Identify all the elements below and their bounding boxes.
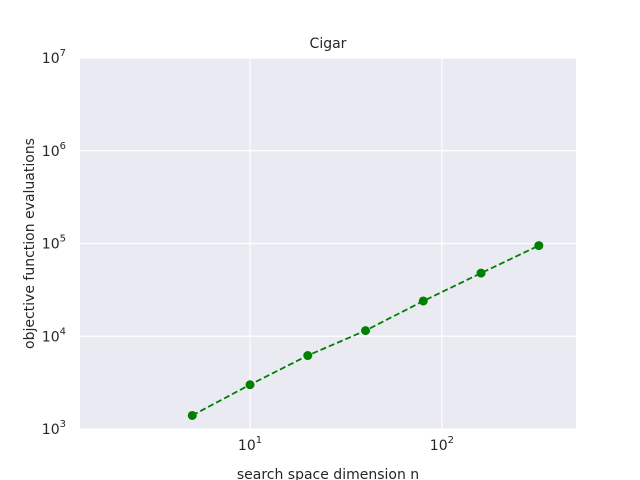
- y-tick-label: 106: [42, 141, 66, 160]
- x-tick-label: 102: [430, 435, 454, 454]
- y-tick-label: 105: [42, 234, 66, 253]
- data-point: [534, 241, 544, 251]
- y-tick-label: 104: [42, 326, 66, 345]
- data-point: [187, 410, 197, 420]
- data-point: [245, 380, 255, 390]
- data-point: [476, 268, 486, 278]
- x-tick-label: 101: [238, 435, 262, 454]
- x-tick-labels: 101 102: [238, 435, 454, 454]
- x-axis-label: search space dimension n: [237, 467, 419, 480]
- series-layer: [187, 241, 544, 420]
- data-point: [418, 296, 428, 306]
- y-tick-label: 107: [42, 48, 66, 67]
- data-point: [361, 326, 371, 336]
- chart-title: Cigar: [310, 36, 347, 52]
- grid: [80, 57, 576, 430]
- data-point: [303, 351, 313, 361]
- y-axis-label: objective function evaluations: [22, 138, 38, 349]
- y-tick-labels: 103 104 105 106 107: [42, 48, 66, 438]
- y-tick-label: 103: [42, 419, 66, 438]
